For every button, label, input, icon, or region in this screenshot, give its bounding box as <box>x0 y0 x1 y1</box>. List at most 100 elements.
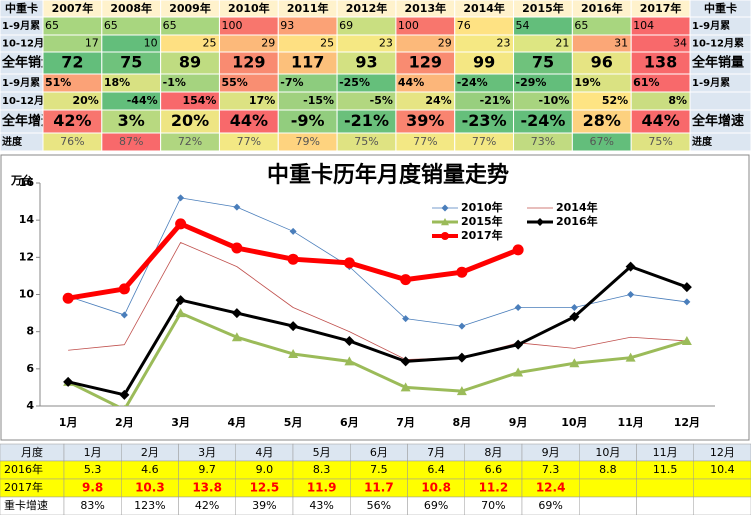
cell <box>579 496 637 515</box>
x-tick-label: 8月 <box>453 416 472 429</box>
cell-text: 56% <box>367 499 391 512</box>
cell-text: -23% <box>462 111 507 130</box>
cell-text: 21 <box>555 37 569 50</box>
x-tick-label: 7月 <box>396 416 415 429</box>
cell <box>693 478 751 498</box>
cell-text: -25% <box>339 76 370 89</box>
header-text: 月度 <box>21 445 43 459</box>
cell-text: 69% <box>538 499 562 512</box>
cell-text: 79% <box>295 135 319 148</box>
cell <box>636 496 694 515</box>
cell-text: 72 <box>61 53 83 72</box>
point <box>513 339 524 350</box>
cell-text: -10% <box>538 94 569 107</box>
cell-text: 39% <box>252 499 276 512</box>
cell-text: -15% <box>303 94 334 107</box>
point <box>344 356 355 366</box>
point <box>456 352 467 363</box>
cell-text: 69% <box>424 499 448 512</box>
cell-text: 77% <box>413 135 437 148</box>
cell-text: 17 <box>85 37 99 50</box>
cell-text: 44% <box>641 111 679 130</box>
point <box>288 348 299 358</box>
cell-text: 10.4 <box>710 463 735 476</box>
x-tick-label: 11月 <box>617 416 643 429</box>
x-tick-label: 10月 <box>561 416 587 429</box>
plot-area <box>62 194 692 406</box>
cell-text: 44% <box>230 111 268 130</box>
cell-text: -7% <box>280 76 303 89</box>
x-tick-label: 1月 <box>59 416 78 429</box>
cell-text: 65 <box>163 19 177 32</box>
x-tick-label: 3月 <box>171 416 190 429</box>
point <box>514 304 522 312</box>
cell-text: 75 <box>120 53 142 72</box>
header-text: 中重卡 <box>704 1 737 15</box>
x-tick-label: 2月 <box>115 416 134 429</box>
cell-text: 25 <box>202 37 216 50</box>
cell <box>579 478 637 498</box>
point <box>441 232 449 240</box>
header-text: 12月 <box>710 446 735 459</box>
cell-text: 31 <box>614 37 628 50</box>
point <box>177 194 185 202</box>
point <box>123 404 126 406</box>
cell-text: 8.8 <box>599 463 617 476</box>
row-label: 2017年 <box>4 480 43 494</box>
cell-text: 39% <box>406 111 444 130</box>
cell-text: 5.3 <box>84 463 102 476</box>
cell-text: 10.8 <box>421 481 451 495</box>
cell-text: 6.4 <box>427 463 445 476</box>
row-label: 全年销量 <box>1 55 54 71</box>
x-tick-label: 5月 <box>284 416 303 429</box>
point <box>458 322 466 330</box>
header-text: 2月 <box>141 446 159 459</box>
point <box>402 315 410 323</box>
cell-text: 129 <box>232 53 265 72</box>
cell-text: -1% <box>163 76 186 89</box>
header-text: 2017年 <box>640 1 682 15</box>
cell-text: 11.2 <box>479 481 509 495</box>
cell-text: 55% <box>221 76 247 89</box>
cell-text: 8.3 <box>313 463 331 476</box>
header-text: 7月 <box>427 446 445 459</box>
row-end-label: 1-9月累 <box>692 77 730 89</box>
cell-text: 13.8 <box>192 481 222 495</box>
row-end-label: 全年增速 <box>691 113 744 129</box>
cell-text: -21% <box>344 111 389 130</box>
series-line <box>67 311 688 406</box>
point <box>175 295 186 306</box>
header-text: 2010年 <box>228 1 270 15</box>
cell-text: 77% <box>237 135 261 148</box>
cell-text: 65 <box>574 19 588 32</box>
point <box>62 292 74 304</box>
point <box>536 218 544 226</box>
cell-text: 70% <box>481 499 505 512</box>
legend-label: 2010年 <box>461 200 503 214</box>
row-label: 全年增速 <box>1 113 54 129</box>
header-text: 4月 <box>255 446 273 459</box>
chart-title: 中重卡历年月度销量走势 <box>267 162 509 188</box>
point <box>233 203 241 211</box>
cell-text: 20% <box>72 94 98 107</box>
cell-text: 9.0 <box>256 463 274 476</box>
cell-text: 75% <box>354 135 378 148</box>
cell-text: 3% <box>118 111 145 130</box>
cell-text: 69 <box>339 19 353 32</box>
row-label: 1-9月累 <box>2 77 40 89</box>
header-text: 3月 <box>198 446 216 459</box>
cell-text: 18% <box>104 76 130 89</box>
x-tick-label: 12月 <box>674 416 700 429</box>
cell-text: 24% <box>425 94 451 107</box>
header-text: 2012年 <box>346 1 388 15</box>
cell-text: 34 <box>673 37 687 50</box>
y-tick-label: 10 <box>19 288 35 301</box>
cell-text: 11.7 <box>364 481 394 495</box>
point <box>441 204 449 212</box>
point <box>344 335 355 346</box>
cell-text: 17% <box>249 94 275 107</box>
row-label: 2016年 <box>4 462 43 476</box>
cell-text: 11.5 <box>653 463 678 476</box>
point <box>231 308 242 319</box>
point <box>681 335 692 345</box>
